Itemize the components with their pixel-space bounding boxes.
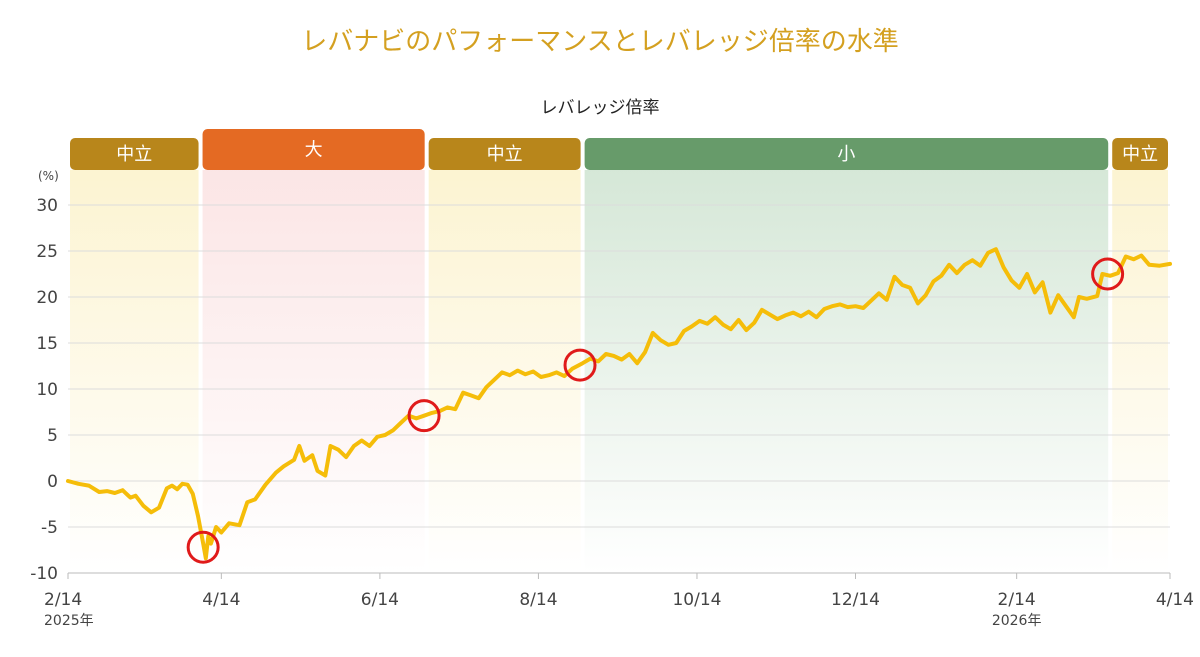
leverage-change-marker xyxy=(186,530,220,564)
series-layer xyxy=(66,247,1172,561)
x-tick-label: 2/14 xyxy=(44,590,82,610)
leverage-band-headers: 中立 大 中立 小 中立 xyxy=(70,129,1168,170)
x-tick-year: 2026年 xyxy=(992,613,1042,629)
y-tick-label: 15 xyxy=(36,334,58,354)
y-tick-label: 30 xyxy=(36,196,58,216)
leverage-band-fill xyxy=(1112,170,1168,573)
y-tick-label: 5 xyxy=(47,426,58,446)
y-unit-label: (%) xyxy=(38,169,59,183)
leverage-band-header xyxy=(70,138,199,170)
leverage-band-fills xyxy=(70,170,1168,573)
leverage-band-fill xyxy=(70,170,199,573)
chart-title: レバナビのパフォーマンスとレバレッジ倍率の水準 xyxy=(301,27,898,57)
performance-line xyxy=(66,247,1172,561)
leverage-change-marker xyxy=(563,348,597,382)
leverage-band-header xyxy=(428,138,581,170)
leverage-band-header xyxy=(202,129,425,170)
leverage-band-fill xyxy=(202,170,425,573)
leverage-change-marker xyxy=(407,399,441,433)
x-tick-label: 4/14 xyxy=(202,590,240,610)
leverage-band-label: 中立 xyxy=(116,144,152,165)
y-tick-label: 20 xyxy=(36,288,58,308)
y-tick-label: -5 xyxy=(41,518,58,538)
y-tick-label: 10 xyxy=(36,380,58,400)
y-tick-label: -10 xyxy=(30,564,58,584)
leverage-change-marker xyxy=(1091,257,1125,291)
x-tick-year: 2025年 xyxy=(44,613,94,629)
leverage-band-fill xyxy=(584,170,1109,573)
y-tick-label: 0 xyxy=(47,472,58,492)
x-tick-label: 12/14 xyxy=(831,590,880,610)
y-axis: 30 25 20 15 10 5 0 -5 -10 xyxy=(30,196,58,584)
leverage-band-header xyxy=(1112,138,1168,170)
x-tick-label: 4/14 xyxy=(1156,590,1194,610)
leverage-band-label: 中立 xyxy=(1122,144,1158,165)
chart-subtitle: レバレッジ倍率 xyxy=(541,98,660,118)
leverage-band-label: 大 xyxy=(305,140,323,161)
x-tick-label: 6/14 xyxy=(361,590,399,610)
x-tick-label: 2/14 xyxy=(998,590,1036,610)
leverage-band-header xyxy=(584,138,1109,170)
y-tick-label: 25 xyxy=(36,242,58,262)
x-tick-label: 10/14 xyxy=(672,590,721,610)
x-axis: 2/14 2025年 4/14 6/14 8/14 10/14 12/14 2/14 2026年… xyxy=(44,572,1194,629)
leverage-band-label: 小 xyxy=(837,144,855,165)
marker-layer xyxy=(186,257,1125,564)
leverage-band-label: 中立 xyxy=(487,144,523,165)
x-tick-label: 8/14 xyxy=(519,590,557,610)
